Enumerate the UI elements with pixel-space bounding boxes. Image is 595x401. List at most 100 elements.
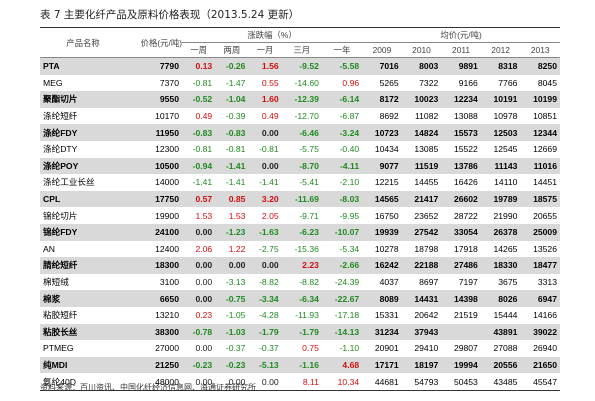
average: 33054 <box>441 223 481 241</box>
price: 18300 <box>126 257 182 274</box>
col-price: 价格(元/吨) <box>140 37 182 48</box>
change: -17.18 <box>334 310 360 321</box>
change: 2.06 <box>195 243 213 254</box>
change: 0.00 <box>228 376 246 387</box>
table-header: 产品名称 价格(元/吨) 涨跌幅（%） 均价(元/吨) 一周 两周 一月 三月 一年 20… <box>40 27 560 58</box>
product-name: CPL <box>40 190 126 208</box>
change: 0.23 <box>195 310 213 321</box>
change: -0.83 <box>215 124 249 141</box>
average: 8318 <box>480 57 521 75</box>
average: 8026 <box>480 290 521 307</box>
average: 14265 <box>493 243 518 254</box>
average: 11143 <box>480 157 521 175</box>
average: 29807 <box>453 343 478 354</box>
table-row: 棉短绒 3100 0.00 -3.13 -8.82 -8.82 -24.39 4037 8697… <box>40 274 560 291</box>
average: 17918 <box>453 243 478 254</box>
average: 16242 <box>362 257 402 274</box>
change: 0.00 <box>195 277 213 288</box>
price: 19900 <box>155 210 179 221</box>
average: 12545 <box>493 144 518 155</box>
change: 1.60 <box>248 91 282 108</box>
average: 10199 <box>520 91 560 108</box>
change: 0.55 <box>261 77 279 88</box>
average: 16426 <box>453 177 478 188</box>
change: -0.23 <box>182 356 216 374</box>
period-header: 一年 <box>333 45 351 55</box>
change: -6.23 <box>281 223 322 241</box>
average: 11016 <box>520 157 560 175</box>
change: -0.52 <box>182 91 216 108</box>
change: -1.23 <box>215 223 249 241</box>
average: 14824 <box>401 124 442 141</box>
change: -1.41 <box>259 177 279 188</box>
change: -0.40 <box>339 144 360 155</box>
year-header: 2012 <box>491 45 510 55</box>
change: -1.63 <box>248 223 282 241</box>
change: -5.34 <box>339 243 360 254</box>
average: 18798 <box>414 243 439 254</box>
average: 8172 <box>362 91 402 108</box>
average: 26602 <box>441 190 481 208</box>
table-row: AN 12400 2.06 1.22 -2.75 -15.36 -5.34 10278 1879… <box>40 241 560 258</box>
change: -0.81 <box>259 144 279 155</box>
average: 3313 <box>537 277 557 288</box>
average <box>441 323 481 341</box>
change: -22.67 <box>321 290 363 307</box>
change: -0.94 <box>182 157 216 175</box>
average: 44681 <box>374 376 399 387</box>
average: 20655 <box>533 210 557 221</box>
change: -1.41 <box>225 177 246 188</box>
average: 9077 <box>362 157 402 175</box>
change: -0.37 <box>225 343 246 354</box>
average: 13786 <box>441 157 481 175</box>
change: 0.49 <box>261 111 279 122</box>
change: -12.70 <box>294 111 319 122</box>
change: 0.00 <box>182 290 216 307</box>
average: 10191 <box>480 91 521 108</box>
average: 14565 <box>362 190 402 208</box>
change: 0.00 <box>182 257 216 274</box>
table-row: 涤纶POY 10500 -0.94 -1.41 0.00 -8.70 -4.11 9077 11… <box>40 157 560 175</box>
col-average: 均价(元/吨) <box>362 27 560 43</box>
average: 19939 <box>362 223 402 241</box>
average: 39022 <box>520 323 560 341</box>
change: -8.03 <box>321 190 363 208</box>
change: -0.81 <box>225 144 246 155</box>
product-name: 氨纶40D <box>43 376 76 387</box>
average: 15573 <box>441 124 481 141</box>
change: 0.00 <box>195 376 213 387</box>
product-name: 粘胶长丝 <box>40 323 126 341</box>
table-row: 涤纶工业长丝 14000 -1.41 -1.41 -1.41 -5.41 -2.10 1221… <box>40 174 560 191</box>
average: 11519 <box>401 157 442 175</box>
year-header: 2011 <box>452 45 471 55</box>
change: -8.70 <box>281 157 322 175</box>
table-row: 氨纶40D 48000 0.00 0.00 0.00 8.11 10.34 44681 5479… <box>40 373 560 390</box>
average: 54793 <box>414 376 439 387</box>
change: -0.78 <box>182 323 216 341</box>
average: 25009 <box>520 223 560 241</box>
average: 10023 <box>401 91 442 108</box>
average: 10278 <box>374 243 399 254</box>
average: 13088 <box>453 111 478 122</box>
average: 28722 <box>453 210 478 221</box>
average: 43891 <box>480 323 521 341</box>
change: 3.20 <box>248 190 282 208</box>
change: 8.11 <box>302 376 319 387</box>
change: -0.81 <box>192 144 213 155</box>
change: -1.79 <box>281 323 322 341</box>
price: 48000 <box>155 376 179 387</box>
table-row: 棉浆 6650 0.00 -0.75 -3.34 -6.34 -22.67 8089 14431… <box>40 290 560 307</box>
average: 12215 <box>374 177 399 188</box>
period-header: 一月 <box>256 45 274 55</box>
average: 14166 <box>533 310 557 321</box>
price: 9550 <box>126 91 182 108</box>
average: 6947 <box>520 290 560 307</box>
average: 19994 <box>441 356 481 374</box>
average: 45547 <box>533 376 557 387</box>
change: -8.82 <box>299 277 319 288</box>
table-row: PTMEG 27000 0.00 -0.37 -0.37 0.75 -1.10 20901 29… <box>40 340 560 357</box>
product-name: 锦纶切片 <box>43 210 78 221</box>
average: 10978 <box>493 111 518 122</box>
change: -0.83 <box>182 124 216 141</box>
